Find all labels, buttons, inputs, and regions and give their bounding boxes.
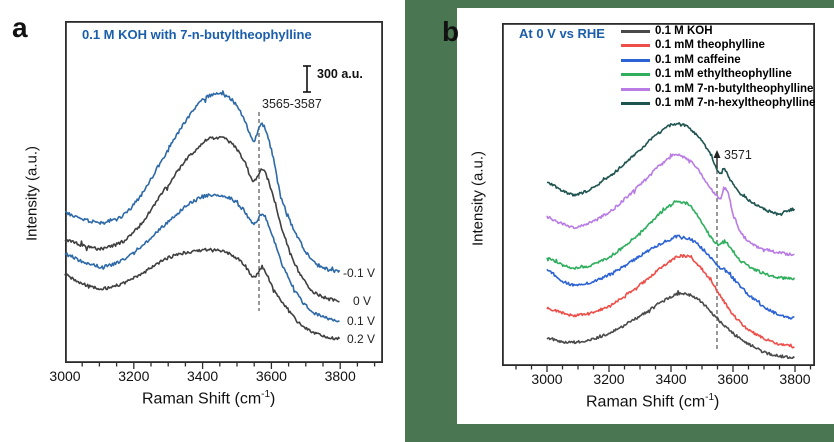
panel-a-xlabel-end: )	[270, 390, 276, 408]
legend-row-ethyltheophylline: 0.1 mM ethyltheophylline	[621, 68, 833, 83]
legend-label-hexyltheophylline: 0.1 mM 7-n-hexyltheophylline	[655, 97, 816, 109]
panel-a-plot	[64, 20, 384, 369]
panel-b-peak-annotation: 3571	[724, 148, 752, 162]
panel-b-xlabel: Raman Shift (cm-1)	[586, 392, 719, 411]
panel-a-tick-3400: 3400	[187, 368, 219, 384]
legend-row-hexyltheophylline: 0.1 mM 7-n-hexyltheophylline	[621, 97, 833, 112]
legend-row-koh: 0.1 M KOH	[621, 24, 833, 39]
panel-b-tick-3000: 3000	[531, 371, 563, 387]
legend-line-ethyltheophylline	[621, 73, 650, 77]
panel-a-peak-annotation: 3565-3587	[262, 97, 322, 111]
panel-a-title: 0.1 M KOH with 7-n-butyltheophylline	[82, 27, 312, 42]
panel-b-xlabel-sup: -1	[705, 392, 715, 403]
panel-b-letter: b	[442, 16, 460, 47]
panel-a-tick-3800: 3800	[324, 368, 356, 384]
legend-label-ethyltheophylline: 0.1 mM ethyltheophylline	[655, 68, 792, 80]
legend-label-theophylline: 0.1 mM theophylline	[655, 39, 765, 51]
panel-b-title: At 0 V vs RHE	[519, 26, 605, 41]
panel-b-xlabel-end: )	[714, 393, 720, 411]
legend-row-theophylline: 0.1 mM theophylline	[621, 39, 833, 54]
panel-a-xlabel: Raman Shift (cm-1)	[142, 389, 275, 408]
panel-a-letter: a	[12, 12, 28, 43]
curve-label-0p1V: 0.1 V	[347, 314, 376, 328]
legend-row-caffeine: 0.1 mM caffeine	[621, 53, 833, 68]
panel-b-tick-3600: 3600	[717, 371, 749, 387]
panel-a-xlabel-main: Raman Shift (cm	[142, 390, 262, 408]
legend-label-caffeine: 0.1 mM caffeine	[655, 53, 741, 66]
panel-a-tick-3200: 3200	[118, 368, 150, 384]
curve-label-neg0p1V: -0.1 V	[343, 266, 376, 280]
panel-a-xlabel-sup: -1	[261, 389, 271, 400]
panel-a-tick-3600: 3600	[255, 368, 287, 384]
curve-label-0V: 0 V	[353, 294, 372, 308]
legend-line-hexyltheophylline	[621, 102, 650, 106]
legend-line-theophylline	[621, 44, 650, 48]
curve-label-0p2V: 0.2 V	[347, 332, 376, 346]
panel-b-legend: 0.1 M KOH 0.1 mM theophylline 0.1 mM caf…	[621, 24, 833, 111]
legend-line-koh	[621, 29, 650, 33]
legend-line-caffeine	[621, 58, 650, 62]
panel-a-scalebar-label: 300 a.u.	[317, 67, 363, 81]
legend-label-butyltheophylline: 0.1 mM 7-n-butyltheophylline	[655, 82, 814, 95]
legend-line-butyltheophylline	[621, 87, 650, 91]
panel-b-tick-3800: 3800	[779, 371, 811, 387]
panel-b-ylabel: Intensity (a.u.)	[469, 150, 487, 247]
panel-a-tick-3000: 3000	[49, 368, 81, 384]
panel-b-tick-3200: 3200	[593, 371, 625, 387]
legend-row-butyltheophylline: 0.1 mM 7-n-butyltheophylline	[621, 82, 833, 97]
panel-b-tick-3400: 3400	[655, 371, 687, 387]
panel-b-plot	[501, 22, 816, 372]
panel-b-xlabel-main: Raman Shift (cm	[586, 393, 706, 411]
panel-a-ylabel: Intensity (a.u.)	[23, 145, 41, 242]
legend-label-koh: 0.1 M KOH	[655, 24, 713, 37]
